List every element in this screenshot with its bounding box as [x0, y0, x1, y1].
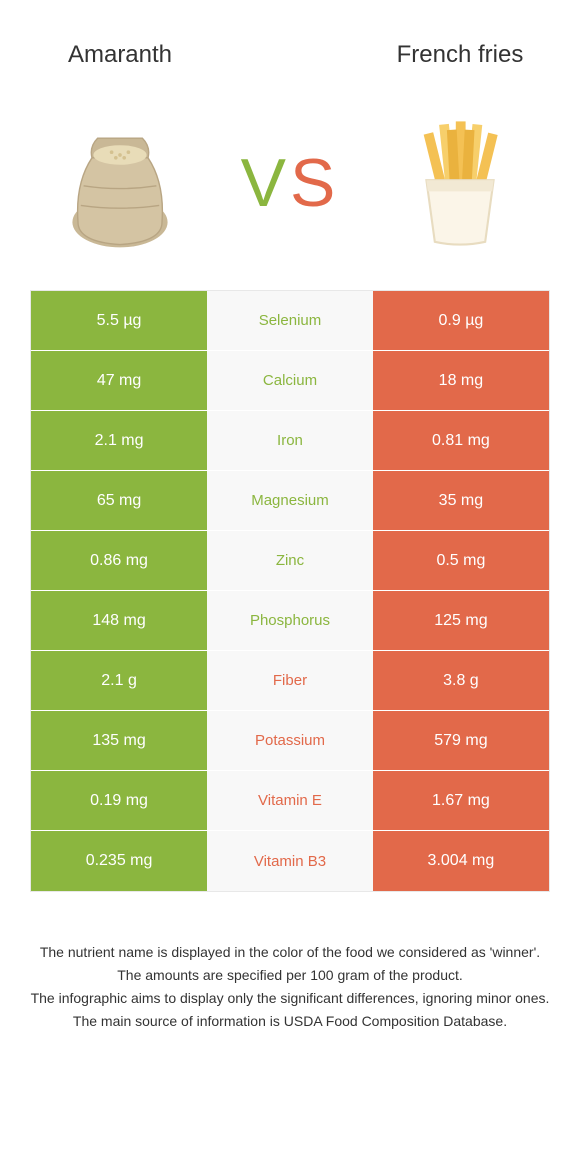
left-value: 0.19 mg: [31, 771, 207, 830]
table-row: 2.1 mgIron0.81 mg: [31, 411, 549, 471]
right-food-title: French fries: [380, 41, 540, 70]
right-value: 0.81 mg: [373, 411, 549, 470]
nutrient-label: Vitamin E: [207, 771, 373, 830]
table-row: 135 mgPotassium579 mg: [31, 711, 549, 771]
table-row: 65 mgMagnesium35 mg: [31, 471, 549, 531]
header-row: Amaranth French fries: [0, 0, 580, 90]
footnote-line: The amounts are specified per 100 gram o…: [30, 965, 550, 986]
left-value: 2.1 mg: [31, 411, 207, 470]
right-value: 0.5 mg: [373, 531, 549, 590]
grain-sack-icon: [40, 103, 200, 263]
nutrient-label: Magnesium: [207, 471, 373, 530]
nutrient-label: Selenium: [207, 291, 373, 350]
left-value: 47 mg: [31, 351, 207, 410]
nutrient-label: Iron: [207, 411, 373, 470]
table-row: 0.86 mgZinc0.5 mg: [31, 531, 549, 591]
left-value: 2.1 g: [31, 651, 207, 710]
left-value: 65 mg: [31, 471, 207, 530]
vs-letter-v: V: [241, 144, 290, 222]
table-row: 0.19 mgVitamin E1.67 mg: [31, 771, 549, 831]
french-fries-icon: [380, 103, 540, 263]
left-value: 0.86 mg: [31, 531, 207, 590]
right-value: 0.9 µg: [373, 291, 549, 350]
footnote-line: The nutrient name is displayed in the co…: [30, 942, 550, 963]
right-value: 3.8 g: [373, 651, 549, 710]
footnotes: The nutrient name is displayed in the co…: [30, 942, 550, 1032]
right-value: 1.67 mg: [373, 771, 549, 830]
vs-label: VS: [241, 144, 340, 222]
nutrient-label: Calcium: [207, 351, 373, 410]
right-value: 579 mg: [373, 711, 549, 770]
right-value: 3.004 mg: [373, 831, 549, 891]
table-row: 47 mgCalcium18 mg: [31, 351, 549, 411]
left-value: 5.5 µg: [31, 291, 207, 350]
table-row: 2.1 gFiber3.8 g: [31, 651, 549, 711]
left-value: 148 mg: [31, 591, 207, 650]
right-value: 18 mg: [373, 351, 549, 410]
images-row: VS: [0, 90, 580, 290]
nutrient-label: Fiber: [207, 651, 373, 710]
left-food-title: Amaranth: [40, 41, 200, 70]
nutrient-label: Vitamin B3: [207, 831, 373, 891]
right-value: 35 mg: [373, 471, 549, 530]
footnote-line: The main source of information is USDA F…: [30, 1011, 550, 1032]
table-row: 148 mgPhosphorus125 mg: [31, 591, 549, 651]
footnote-line: The infographic aims to display only the…: [30, 988, 550, 1009]
nutrient-table: 5.5 µgSelenium0.9 µg47 mgCalcium18 mg2.1…: [30, 290, 550, 892]
nutrient-label: Zinc: [207, 531, 373, 590]
nutrient-label: Potassium: [207, 711, 373, 770]
right-value: 125 mg: [373, 591, 549, 650]
table-row: 0.235 mgVitamin B33.004 mg: [31, 831, 549, 891]
vs-letter-s: S: [290, 144, 339, 222]
nutrient-label: Phosphorus: [207, 591, 373, 650]
left-value: 135 mg: [31, 711, 207, 770]
left-value: 0.235 mg: [31, 831, 207, 891]
table-row: 5.5 µgSelenium0.9 µg: [31, 291, 549, 351]
